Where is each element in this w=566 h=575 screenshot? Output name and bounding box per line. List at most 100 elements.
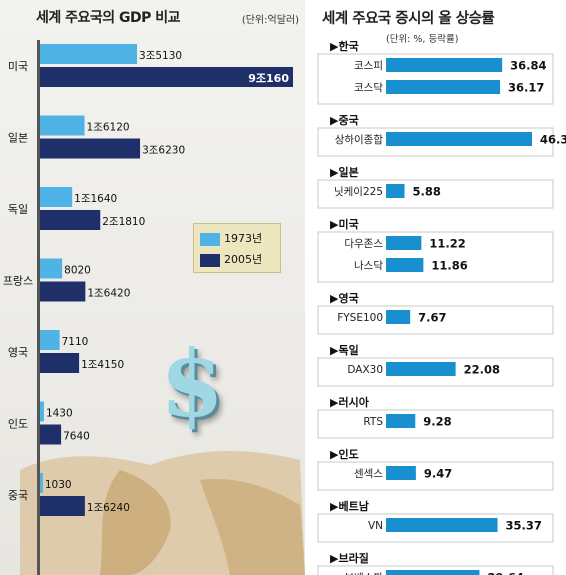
market-bar <box>386 466 416 480</box>
market-value-label: 36.84 <box>510 59 546 73</box>
market-bar <box>386 132 532 146</box>
gdp-bar-2005 <box>40 67 293 87</box>
market-chart-title: 세계 주요국 증시의 올 상승률 <box>322 11 495 27</box>
gdp-bar-1973 <box>40 44 138 64</box>
gdp-value-label-1973: 1430 <box>46 408 73 420</box>
market-unit-label: (단위: %, 등락률) <box>386 34 459 45</box>
market-bar <box>386 184 405 198</box>
gdp-bar-2005 <box>40 281 86 302</box>
market-country-label: ▶베트남 <box>330 499 369 513</box>
gdp-value-label-1973: 8020 <box>64 265 91 277</box>
market-value-label: 36.17 <box>508 81 544 95</box>
market-bar <box>386 362 456 376</box>
market-bar <box>386 236 422 250</box>
gdp-bar-1973 <box>40 401 44 422</box>
gdp-category-label: 인도 <box>8 418 28 431</box>
gdp-legend: 1973년 2005년 <box>193 223 281 273</box>
market-country-label: ▶러시아 <box>330 395 370 409</box>
gdp-bar-1973 <box>40 473 43 493</box>
market-value-label: 9.47 <box>424 467 452 481</box>
market-country-label: ▶영국 <box>330 292 359 305</box>
market-group-box <box>317 305 554 335</box>
market-bar <box>386 570 480 575</box>
market-country-label: ▶브라질 <box>330 551 369 565</box>
gdp-value-label-1973: 3조5130 <box>139 50 182 62</box>
market-index-label: DAX30 <box>347 364 383 376</box>
legend-swatch-1973 <box>200 232 220 246</box>
dollar-sign-icon: $ <box>160 330 225 438</box>
market-country-label: ▶일본 <box>330 165 359 179</box>
gdp-bar-1973 <box>40 330 60 350</box>
market-group-box <box>317 461 554 491</box>
gdp-value-label-2005: 9조160 <box>248 72 289 85</box>
gdp-value-label-2005: 7640 <box>63 431 90 443</box>
gdp-category-label: 영국 <box>8 346 28 359</box>
gdp-bar-1973 <box>40 115 85 136</box>
legend-swatch-2005 <box>200 253 220 267</box>
gdp-value-label-2005: 2조1810 <box>102 216 145 228</box>
market-index-label: 코스닥 <box>354 82 383 94</box>
legend-item-1973: 1973년 <box>200 230 262 246</box>
gdp-value-label-2005: 3조6230 <box>142 145 185 157</box>
gdp-bar-chart: 미국 3조5130 9조160 일본 1조6120 3조6230 독일 1조1640 2조181… <box>3 40 305 575</box>
gdp-bar-2005 <box>40 138 141 159</box>
market-index-label: VN <box>368 520 383 532</box>
gdp-value-label-1973: 1030 <box>45 479 72 491</box>
market-country-label: ▶중국 <box>330 114 359 127</box>
legend-label-1973: 1973년 <box>224 232 263 245</box>
market-country-label: ▶독일 <box>330 343 359 357</box>
gdp-value-label-2005: 1조6240 <box>87 502 130 514</box>
market-bar <box>386 58 503 72</box>
gdp-bar-2005 <box>40 496 85 516</box>
gdp-bar-1973 <box>40 258 63 279</box>
gdp-category-label: 독일 <box>8 202 28 216</box>
gdp-category-label: 일본 <box>8 131 28 145</box>
market-index-label: 다우존스 <box>344 238 383 250</box>
market-country-label: ▶인도 <box>330 447 359 461</box>
market-value-label: 35.37 <box>506 519 542 533</box>
market-index-label: 나스닥 <box>354 260 383 272</box>
market-bar <box>386 310 411 324</box>
legend-item-2005: 2005년 <box>200 251 262 267</box>
gdp-bar-2005 <box>40 353 80 373</box>
gdp-category-label: 프랑스 <box>3 275 33 288</box>
market-value-label: 5.88 <box>413 185 441 199</box>
market-value-label: 7.67 <box>418 311 446 325</box>
gdp-value-label-1973: 7110 <box>62 336 89 348</box>
market-index-label: 센섹스 <box>354 468 383 480</box>
market-country-label: ▶미국 <box>330 217 359 231</box>
market-bar <box>386 518 498 532</box>
market-value-label: 29.64 <box>487 571 523 575</box>
legend-label-2005: 2005년 <box>224 253 263 266</box>
market-index-label: 보베스파 <box>344 572 383 575</box>
gdp-category-label: 미국 <box>8 60 28 73</box>
market-value-label: 11.86 <box>431 259 467 273</box>
market-index-label: 상하이종합 <box>335 133 384 146</box>
gdp-axis-line <box>37 40 40 575</box>
gdp-chart-title: 세계 주요국의 GDP 비교 <box>36 10 181 26</box>
gdp-category-label: 중국 <box>8 489 28 502</box>
gdp-value-label-2005: 1조4150 <box>81 359 124 371</box>
gdp-value-label-2005: 1조6420 <box>87 288 130 300</box>
market-group-box <box>317 179 554 209</box>
gdp-unit-label: (단위:억달러) <box>241 15 299 26</box>
market-country-label: ▶한국 <box>330 39 359 53</box>
gdp-value-label-1973: 1조6120 <box>87 122 130 134</box>
market-index-label: 코스피 <box>354 60 383 72</box>
gdp-panel: 세계 주요국의 GDP 비교 (단위:억달러) 미국 3조5130 9조160 일본 1… <box>0 0 305 575</box>
market-bar <box>386 258 424 272</box>
market-index-label: 닛케이225 <box>334 186 383 198</box>
market-group-box <box>317 231 554 283</box>
gdp-value-label-1973: 1조1640 <box>74 193 117 205</box>
market-value-label: 22.08 <box>464 363 500 377</box>
market-group-box <box>317 409 554 439</box>
market-value-label: 9.28 <box>423 415 451 429</box>
gdp-bar-2005 <box>40 210 101 230</box>
market-value-label: 11.22 <box>429 237 465 251</box>
market-value-label: 46.3 <box>540 133 566 147</box>
market-bar <box>386 414 416 428</box>
market-index-label: RTS <box>363 416 383 428</box>
market-index-label: FYSE100 <box>337 312 383 324</box>
